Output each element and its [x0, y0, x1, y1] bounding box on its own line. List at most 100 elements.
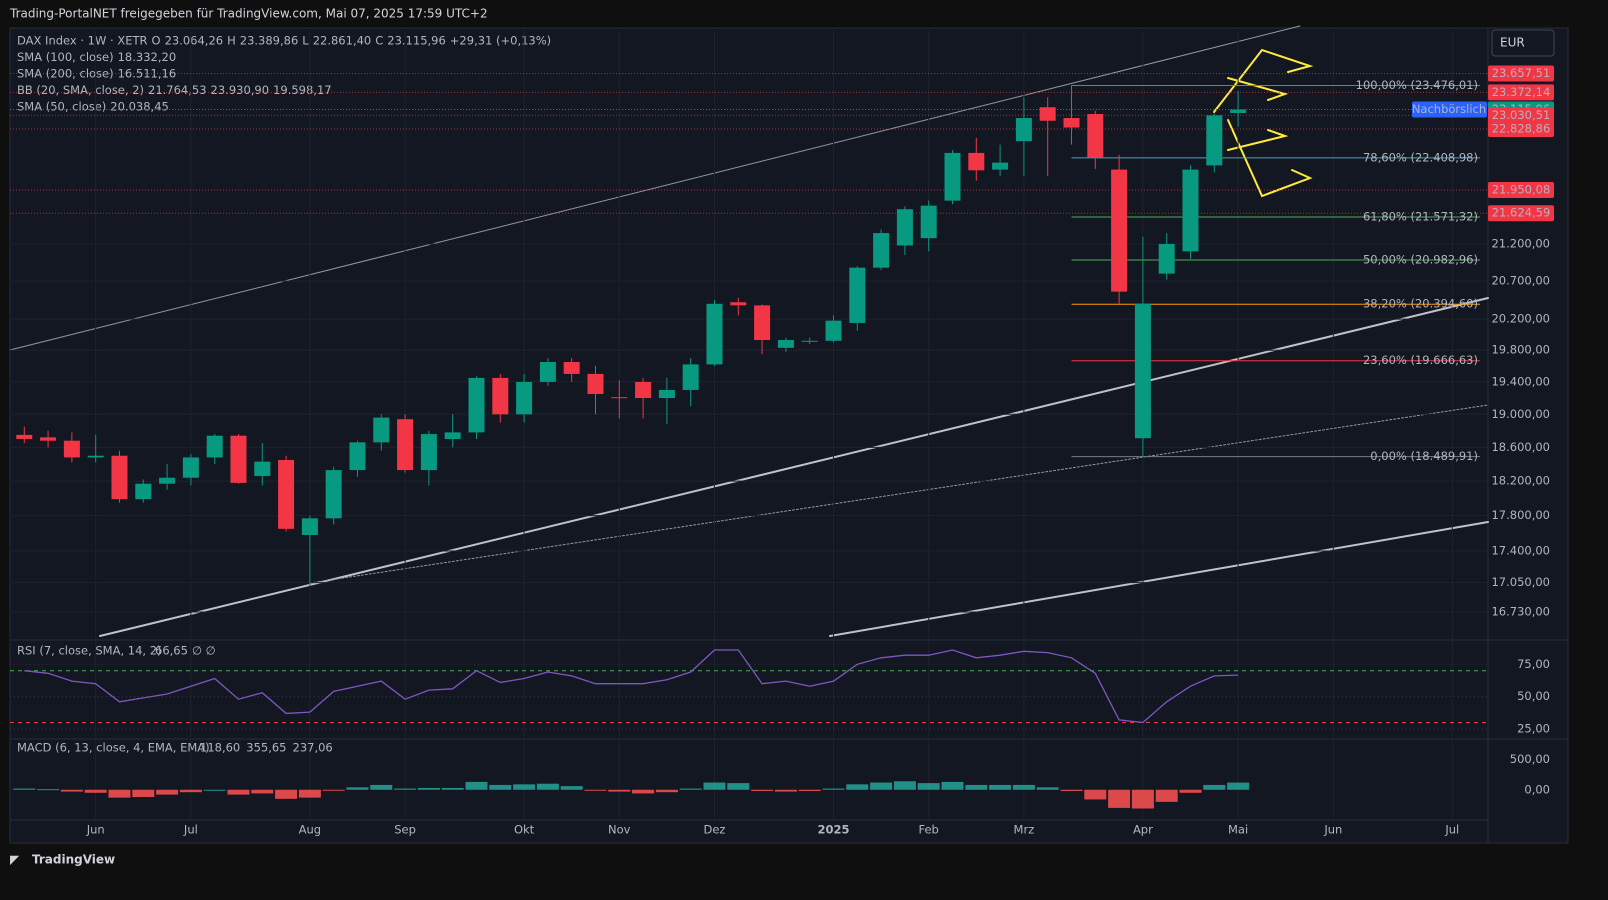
chart-area — [9, 27, 1569, 844]
x-tick-label: Feb — [919, 823, 939, 837]
legend-text: C — [375, 34, 383, 48]
trendline — [9, 25, 1301, 351]
brand-logo: ◤ — [10, 853, 20, 867]
candle-body — [968, 152, 985, 171]
brand-name: TradingView — [32, 853, 115, 867]
macd-bar — [441, 787, 464, 790]
currency[interactable]: EUR — [1500, 36, 1525, 50]
candle-body — [492, 377, 509, 415]
legend-text: 23.115,96 — [387, 34, 446, 48]
y-tick-label: 17.400,00 — [1491, 544, 1550, 558]
candle-body — [325, 470, 342, 519]
y-tick-label: 18.200,00 — [1491, 474, 1550, 488]
legend-text: BB (20, SMA, close, 2) — [17, 83, 144, 97]
candle-body — [539, 362, 556, 382]
candle-body — [230, 435, 247, 483]
macd-bar — [251, 789, 274, 794]
macd-value: 237,06 — [293, 741, 333, 755]
x-tick-label: Apr — [1133, 823, 1153, 837]
macd-bar — [989, 784, 1012, 790]
candle-body — [825, 320, 842, 341]
macd-bar — [13, 788, 36, 790]
currency-box[interactable] — [1491, 29, 1555, 57]
y-tick-label: 20.200,00 — [1491, 312, 1550, 326]
macd-bar — [751, 789, 774, 791]
x-tick-label: Mai — [1228, 823, 1248, 837]
macd-bar — [632, 789, 655, 794]
candle-body — [730, 302, 747, 306]
legend-text: SMA (100, close) — [17, 50, 114, 64]
candle-body — [468, 377, 485, 433]
candle-body — [658, 389, 675, 399]
macd-bar — [37, 789, 60, 791]
macd-bar — [941, 781, 964, 790]
macd-bar — [798, 789, 821, 791]
legend-text: DAX Index · 1W · XETR — [17, 34, 148, 48]
rsi-extra: ∅ ∅ — [192, 644, 216, 658]
candle-body — [1015, 118, 1032, 142]
legend-text: O — [152, 34, 161, 48]
macd-bar — [513, 784, 536, 790]
y-tick-label: 16.730,00 — [1491, 605, 1550, 619]
price-label-box — [1488, 65, 1554, 82]
fib-label: 100,00% (23.476,01) — [1356, 78, 1478, 92]
macd-bar — [84, 789, 107, 793]
fib-label: 0,00% (18.489,91) — [1370, 449, 1478, 463]
header: Trading-PortalNET freigegeben für Tradin… — [9, 7, 488, 21]
macd-bar — [346, 787, 369, 790]
price-label-box — [1488, 84, 1554, 101]
price-label: 21.624,59 — [1492, 206, 1551, 220]
session-label: Nachbörslich — [1412, 102, 1486, 116]
legend-text: 19.598,17 — [273, 83, 332, 97]
candle-body — [159, 477, 176, 484]
candle-body — [849, 267, 866, 323]
price-label-box — [1488, 205, 1554, 222]
candle-body — [135, 483, 152, 500]
candle-body — [706, 303, 723, 365]
legend-text: 18.332,20 — [118, 50, 177, 64]
y-tick-label: 18.600,00 — [1491, 440, 1550, 454]
y-tick-label: 20.700,00 — [1491, 274, 1550, 288]
x-tick-label: Sep — [394, 823, 416, 837]
macd-bar — [727, 783, 750, 790]
legend-text: 23.389,86 — [240, 34, 299, 48]
macd-bar — [417, 787, 440, 790]
y-tick-label: 19.800,00 — [1491, 343, 1550, 357]
candle-body — [63, 440, 80, 458]
candle-body — [278, 459, 295, 529]
candle-body — [1063, 118, 1080, 128]
y-tick-label: 19.400,00 — [1491, 374, 1550, 388]
legend-text: SMA (50, close) — [17, 100, 106, 114]
rsi-value: 66,65 — [155, 644, 188, 658]
price-label-box — [1488, 120, 1554, 137]
candle-body — [754, 305, 771, 341]
fib-label: 38,20% (20.394,60) — [1363, 297, 1478, 311]
candle-body — [301, 518, 318, 536]
candle-body — [1039, 107, 1056, 121]
legend-text: 16.511,16 — [118, 67, 177, 81]
macd-bar — [203, 789, 226, 791]
candle-body — [611, 397, 628, 399]
macd-bar — [1179, 789, 1202, 793]
price-label: 22.828,86 — [1492, 121, 1551, 135]
macd-bar — [465, 781, 488, 790]
macd-value: 118,60 — [200, 741, 240, 755]
macd-bar — [1155, 789, 1178, 802]
x-tick-label: Jul — [183, 823, 198, 837]
legend-text: +29,31 (+0,13%) — [450, 34, 551, 48]
macd-bar — [489, 784, 512, 790]
y-tick-label: 500,00 — [1510, 752, 1550, 766]
candle-body — [397, 419, 414, 471]
legend-text: 23.064,26 — [165, 34, 224, 48]
candle-body — [563, 362, 580, 374]
macd-bar — [870, 782, 893, 790]
macd-bar — [1131, 789, 1154, 809]
candle-body — [1230, 109, 1247, 114]
candle-body — [873, 233, 890, 268]
macd-bar — [132, 789, 155, 798]
fib-label: 50,00% (20.982,96) — [1363, 253, 1478, 267]
macd-bar — [703, 782, 726, 790]
candle-body — [444, 432, 461, 440]
macd-bar — [1060, 789, 1083, 791]
macd-bar — [156, 789, 179, 795]
